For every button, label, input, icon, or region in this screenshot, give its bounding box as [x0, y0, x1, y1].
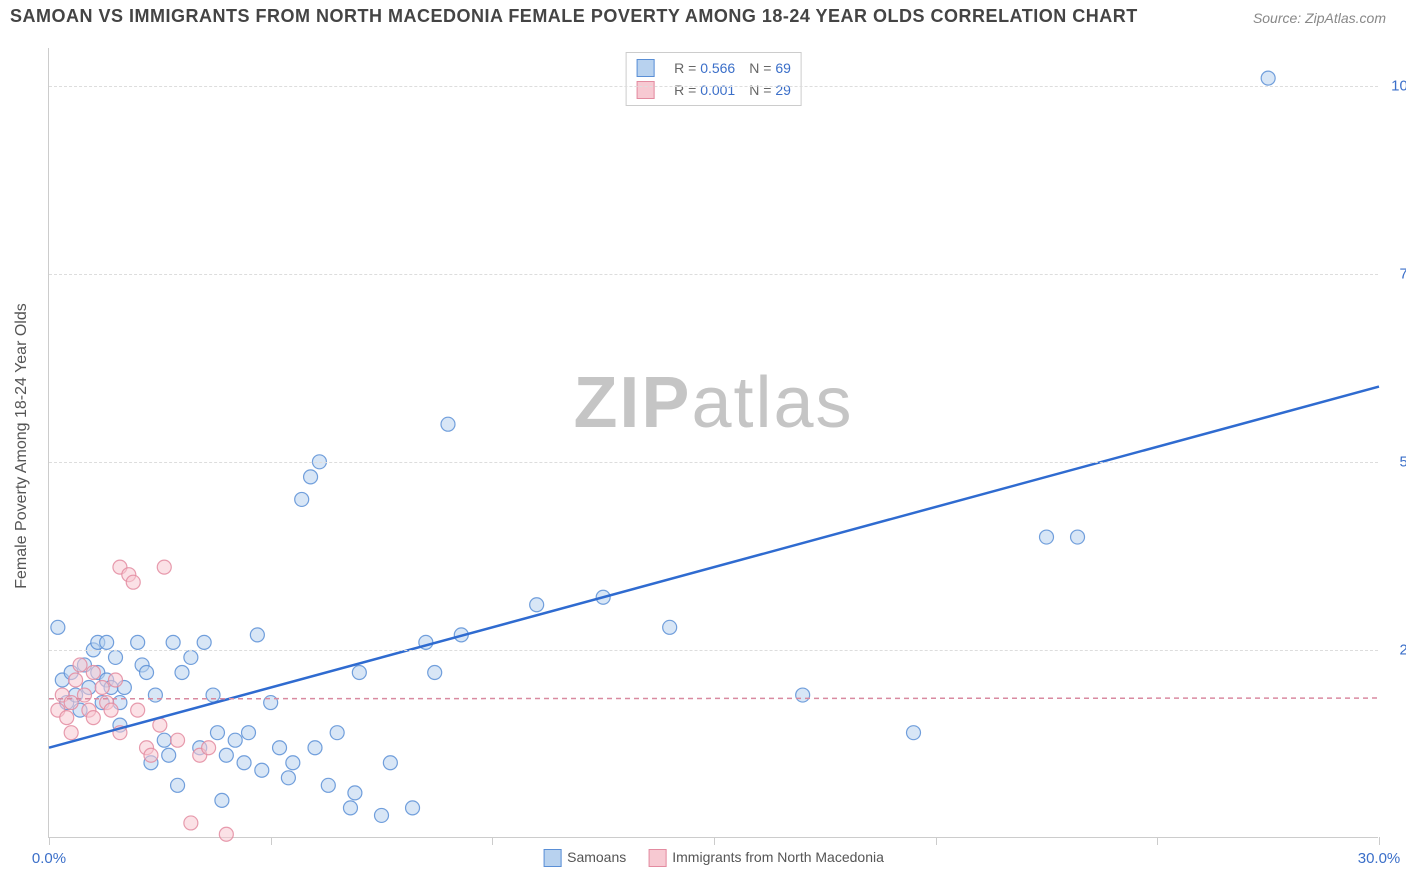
data-point — [175, 665, 189, 679]
legend-item: Immigrants from North Macedonia — [648, 849, 884, 867]
data-point — [69, 673, 83, 687]
trend-line — [49, 698, 1379, 699]
data-point — [286, 756, 300, 770]
data-point — [77, 688, 91, 702]
data-point — [171, 733, 185, 747]
data-point — [171, 778, 185, 792]
legend-label: Immigrants from North Macedonia — [672, 849, 884, 865]
data-point — [166, 635, 180, 649]
data-point — [907, 726, 921, 740]
data-point — [383, 756, 397, 770]
data-point — [304, 470, 318, 484]
scatter-svg — [49, 48, 1379, 838]
data-point — [109, 673, 123, 687]
data-point — [219, 827, 233, 841]
source-attribution: Source: ZipAtlas.com — [1253, 10, 1386, 26]
chart-container: SAMOAN VS IMMIGRANTS FROM NORTH MACEDONI… — [0, 0, 1406, 892]
data-point — [95, 681, 109, 695]
data-point — [109, 650, 123, 664]
data-point — [1261, 71, 1275, 85]
data-point — [663, 620, 677, 634]
data-point — [157, 733, 171, 747]
x-tick-label: 30.0% — [1358, 850, 1401, 867]
data-point — [219, 748, 233, 762]
data-point — [184, 816, 198, 830]
data-point — [51, 620, 65, 634]
x-tick — [936, 837, 937, 845]
data-point — [64, 696, 78, 710]
data-point — [215, 793, 229, 807]
data-point — [237, 756, 251, 770]
y-tick-label: 75.0% — [1399, 265, 1406, 282]
data-point — [441, 417, 455, 431]
x-tick — [271, 837, 272, 845]
data-point — [1071, 530, 1085, 544]
data-point — [206, 688, 220, 702]
data-point — [210, 726, 224, 740]
data-point — [321, 778, 335, 792]
chart-title: SAMOAN VS IMMIGRANTS FROM NORTH MACEDONI… — [10, 6, 1138, 27]
legend-swatch — [648, 849, 666, 867]
data-point — [281, 771, 295, 785]
data-point — [352, 665, 366, 679]
data-point — [343, 801, 357, 815]
data-point — [86, 711, 100, 725]
data-point — [406, 801, 420, 815]
y-axis-label: Female Poverty Among 18-24 Year Olds — [13, 303, 31, 589]
data-point — [375, 808, 389, 822]
data-point — [144, 748, 158, 762]
data-point — [330, 726, 344, 740]
data-point — [131, 635, 145, 649]
data-point — [126, 575, 140, 589]
data-point — [100, 635, 114, 649]
y-tick-label: 100.0% — [1391, 77, 1406, 94]
data-point — [250, 628, 264, 642]
legend-item: Samoans — [543, 849, 626, 867]
data-point — [295, 492, 309, 506]
y-tick-label: 25.0% — [1399, 641, 1406, 658]
legend-series: Samoans Immigrants from North Macedonia — [543, 849, 884, 867]
plot-area: ZIPatlas R = 0.566N = 69R = 0.001N = 29 … — [48, 48, 1378, 838]
data-point — [428, 665, 442, 679]
data-point — [228, 733, 242, 747]
data-point — [1040, 530, 1054, 544]
x-tick — [1157, 837, 1158, 845]
data-point — [255, 763, 269, 777]
data-point — [264, 696, 278, 710]
x-tick — [49, 837, 50, 845]
data-point — [104, 703, 118, 717]
gridline-h — [49, 462, 1378, 463]
data-point — [348, 786, 362, 800]
trend-line — [49, 387, 1379, 748]
data-point — [131, 703, 145, 717]
data-point — [157, 560, 171, 574]
y-tick-label: 50.0% — [1399, 453, 1406, 470]
gridline-h — [49, 650, 1378, 651]
data-point — [202, 741, 216, 755]
data-point — [242, 726, 256, 740]
data-point — [140, 665, 154, 679]
data-point — [796, 688, 810, 702]
data-point — [530, 598, 544, 612]
data-point — [197, 635, 211, 649]
legend-label: Samoans — [567, 849, 626, 865]
data-point — [308, 741, 322, 755]
data-point — [73, 658, 87, 672]
x-tick — [714, 837, 715, 845]
legend-swatch — [543, 849, 561, 867]
gridline-h — [49, 86, 1378, 87]
gridline-h — [49, 274, 1378, 275]
data-point — [86, 665, 100, 679]
data-point — [60, 711, 74, 725]
data-point — [273, 741, 287, 755]
data-point — [184, 650, 198, 664]
x-tick-label: 0.0% — [32, 850, 66, 867]
data-point — [64, 726, 78, 740]
data-point — [162, 748, 176, 762]
x-tick — [1379, 837, 1380, 845]
x-tick — [492, 837, 493, 845]
data-point — [148, 688, 162, 702]
